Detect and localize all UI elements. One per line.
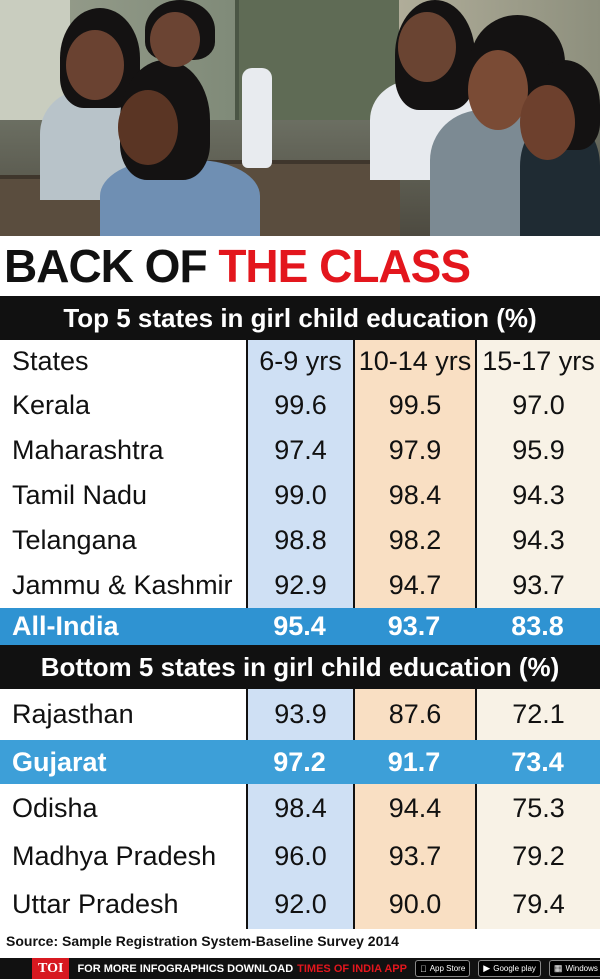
table-row: Tamil Nadu 99.0 98.4 94.3 (0, 473, 600, 519)
cell-10-14: 90.0 (353, 880, 475, 929)
footer-banner: TOI FOR MORE INFOGRAPHICS DOWNLOAD TIMES… (0, 958, 600, 979)
footer-app-name: TIMES OF INDIA APP (297, 962, 407, 975)
cell-6-9: 99.0 (246, 473, 353, 518)
store-label: Windows Phone (558, 964, 600, 973)
cell-15-17: 75.3 (475, 784, 600, 832)
bottom-states-table: Rajasthan 93.9 87.6 72.1 Gujarat 97.2 91… (0, 689, 600, 929)
cell-10-14: 87.6 (353, 689, 475, 740)
source-note: Source: Sample Registration System-Basel… (6, 933, 399, 949)
cell-10-14: 93.7 (353, 832, 475, 880)
cell-15-17: 95.9 (475, 428, 600, 473)
headline-part-red: THE CLASS (218, 240, 471, 292)
table-row: Telangana 98.8 98.2 94.3 (0, 518, 600, 564)
headline-part-black: BACK OF (4, 240, 219, 292)
table-row: Rajasthan 93.9 87.6 72.1 (0, 689, 600, 741)
cell-10-14: 94.7 (353, 563, 475, 608)
column-header-15-17: 15-17 yrs (475, 340, 600, 383)
photo-student-face (520, 85, 575, 160)
app-store-badge[interactable]:  App Store (414, 960, 471, 977)
google-play-icon: ▶ (476, 963, 490, 973)
cell-6-9: 99.6 (246, 383, 353, 428)
row-state: Kerala (0, 383, 246, 428)
table-row: Odisha 98.4 94.4 75.3 (0, 784, 600, 833)
cell-10-14: 91.7 (353, 740, 475, 784)
footer-promo-text: FOR MORE INFOGRAPHICS DOWNLOAD (77, 962, 294, 975)
row-state: Telangana (0, 518, 246, 563)
store-label: Google play (486, 964, 536, 973)
cell-6-9: 97.2 (246, 740, 353, 784)
table-header-row: States 6-9 yrs 10-14 yrs 15-17 yrs (0, 340, 600, 384)
cell-6-9: 97.4 (246, 428, 353, 473)
toi-logo: TOI (32, 958, 70, 979)
all-india-row: All-India 95.4 93.7 83.8 (0, 608, 600, 645)
gujarat-highlight-row: Gujarat 97.2 91.7 73.4 (0, 740, 600, 784)
cell-10-14: 98.2 (353, 518, 475, 563)
cell-15-17: 73.4 (475, 740, 600, 784)
top-section-title: Top 5 states in girl child education (%) (0, 296, 600, 340)
table-row: Jammu & Kashmir 92.9 94.7 93.7 (0, 563, 600, 608)
column-header-10-14: 10-14 yrs (353, 340, 475, 383)
windows-icon: ▦ (547, 963, 563, 973)
row-state: Madhya Pradesh (0, 832, 246, 880)
bottom-section-title: Bottom 5 states in girl child education … (0, 645, 600, 689)
cell-6-9: 98.4 (246, 784, 353, 832)
photo-student-face (468, 50, 528, 130)
google-play-badge[interactable]: ▶ Google play (478, 960, 541, 977)
infographic-headline: BACK OF THE CLASS (4, 236, 600, 296)
cell-15-17: 72.1 (475, 689, 600, 740)
photo-student-face (150, 12, 200, 67)
cell-6-9: 98.8 (246, 518, 353, 563)
column-header-states: States (0, 340, 246, 383)
cell-10-14: 98.4 (353, 473, 475, 518)
top-states-table: States 6-9 yrs 10-14 yrs 15-17 yrs Keral… (0, 340, 600, 645)
cell-6-9: 95.4 (246, 608, 353, 645)
cell-6-9: 92.0 (246, 880, 353, 929)
row-state: Tamil Nadu (0, 473, 246, 518)
windows-store-badge[interactable]: ▦ Windows Phone (547, 960, 600, 977)
cell-10-14: 94.4 (353, 784, 475, 832)
cell-6-9: 92.9 (246, 563, 353, 608)
row-state: Jammu & Kashmir (0, 563, 246, 608)
row-state: All-India (0, 608, 246, 645)
row-state: Rajasthan (0, 689, 246, 740)
classroom-photo (0, 0, 600, 236)
column-header-6-9: 6-9 yrs (246, 340, 353, 383)
table-row: Madhya Pradesh 96.0 93.7 79.2 (0, 832, 600, 881)
cell-15-17: 83.8 (475, 608, 600, 645)
photo-student-face (66, 30, 124, 100)
cell-10-14: 97.9 (353, 428, 475, 473)
apple-icon:  (420, 964, 427, 974)
photo-student-face (118, 90, 178, 165)
cell-15-17: 94.3 (475, 518, 600, 563)
row-state: Maharashtra (0, 428, 246, 473)
table-row: Maharashtra 97.4 97.9 95.9 (0, 428, 600, 474)
cell-10-14: 99.5 (353, 383, 475, 428)
table-row: Uttar Pradesh 92.0 90.0 79.4 (0, 880, 600, 929)
cell-10-14: 93.7 (353, 608, 475, 645)
row-state: Gujarat (0, 740, 246, 784)
cell-15-17: 97.0 (475, 383, 600, 428)
row-state: Uttar Pradesh (0, 880, 246, 929)
photo-water-bottle (242, 68, 272, 168)
cell-15-17: 93.7 (475, 563, 600, 608)
cell-6-9: 96.0 (246, 832, 353, 880)
row-state: Odisha (0, 784, 246, 832)
cell-15-17: 79.2 (475, 832, 600, 880)
photo-student-face (398, 12, 456, 82)
store-label: App Store (422, 964, 466, 973)
cell-6-9: 93.9 (246, 689, 353, 740)
table-row: Kerala 99.6 99.5 97.0 (0, 383, 600, 429)
cell-15-17: 94.3 (475, 473, 600, 518)
cell-15-17: 79.4 (475, 880, 600, 929)
